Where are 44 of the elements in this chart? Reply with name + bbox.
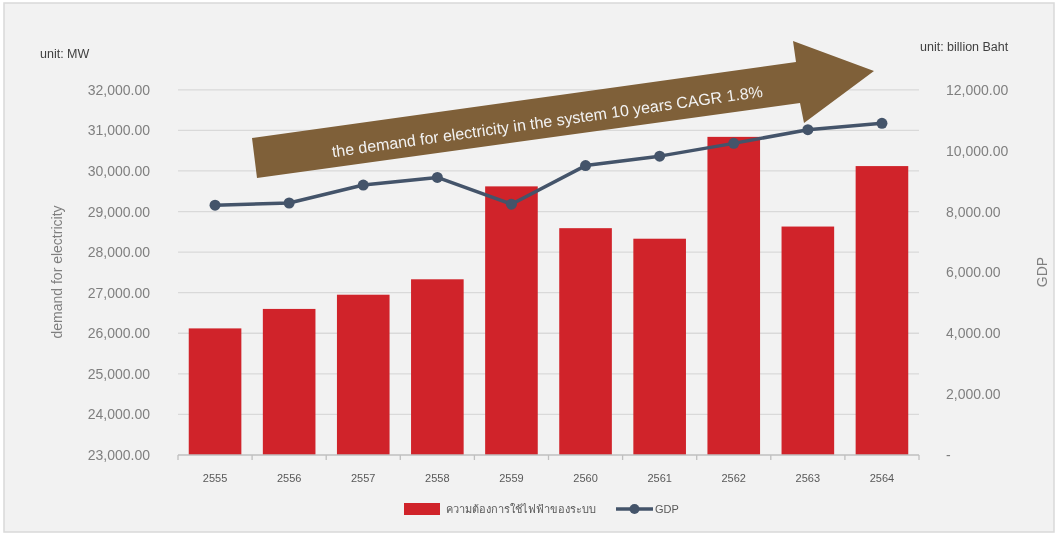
y2-tick-label: - <box>946 447 951 463</box>
point <box>283 197 295 209</box>
point <box>580 160 592 172</box>
y2-tick-label: 6,000.00 <box>946 264 1001 281</box>
point <box>505 198 517 210</box>
x-tick-label: 2558 <box>425 472 450 484</box>
x-tick-label: 2563 <box>795 472 821 484</box>
y-tick-label: 29,000.00 <box>87 203 151 220</box>
x-tick-label: 2556 <box>276 472 302 484</box>
text: unit: MW <box>40 47 90 61</box>
y-tick-label: 26,000.00 <box>87 325 151 342</box>
legend-label: ความต้องการใช้ไฟฟ้าของระบบ <box>446 503 596 515</box>
y-tick-label: 25,000.00 <box>87 365 151 382</box>
y2-tick-label: 12,000.00 <box>946 81 1009 98</box>
x-tick-label: 2562 <box>721 472 746 484</box>
y-tick-label: 23,000.00 <box>87 447 151 463</box>
y-tick-label: 30,000.00 <box>87 162 151 179</box>
y2-tick-label: 2,000.00 <box>946 386 1001 403</box>
y-tick-label: 28,000.00 <box>87 244 151 261</box>
point <box>728 137 740 149</box>
x-tick-label: 2560 <box>573 472 598 484</box>
text: unit: billion Baht <box>920 40 1009 54</box>
legend-label: GDP <box>655 503 679 515</box>
x-tick-label: 2564 <box>869 472 895 484</box>
y2-tick-label: 4,000.00 <box>946 325 1001 342</box>
x-tick-label: 2559 <box>499 472 524 484</box>
point <box>654 150 666 162</box>
y-tick-label: 27,000.00 <box>87 284 151 301</box>
point <box>431 171 443 183</box>
y2-tick-label: 8,000.00 <box>946 203 1001 220</box>
x-tick-label: 2561 <box>647 472 672 484</box>
y-axis-title: demand for electricity <box>49 205 65 339</box>
y-tick-label: 31,000.00 <box>87 122 151 139</box>
point <box>357 179 369 191</box>
y2-tick-label: 10,000.00 <box>946 142 1009 159</box>
x-tick-label: 2555 <box>202 472 228 484</box>
x-tick-label: 2557 <box>351 472 376 484</box>
y-tick-label: 24,000.00 <box>87 406 151 423</box>
y2-axis-title: GDP <box>1034 256 1050 288</box>
point <box>802 124 814 136</box>
point <box>876 117 888 129</box>
point <box>209 199 221 211</box>
y-tick-label: 32,000.00 <box>87 81 151 98</box>
annotation: the demand for electricity in the system 10 years CAGR 1.8% <box>330 82 764 161</box>
